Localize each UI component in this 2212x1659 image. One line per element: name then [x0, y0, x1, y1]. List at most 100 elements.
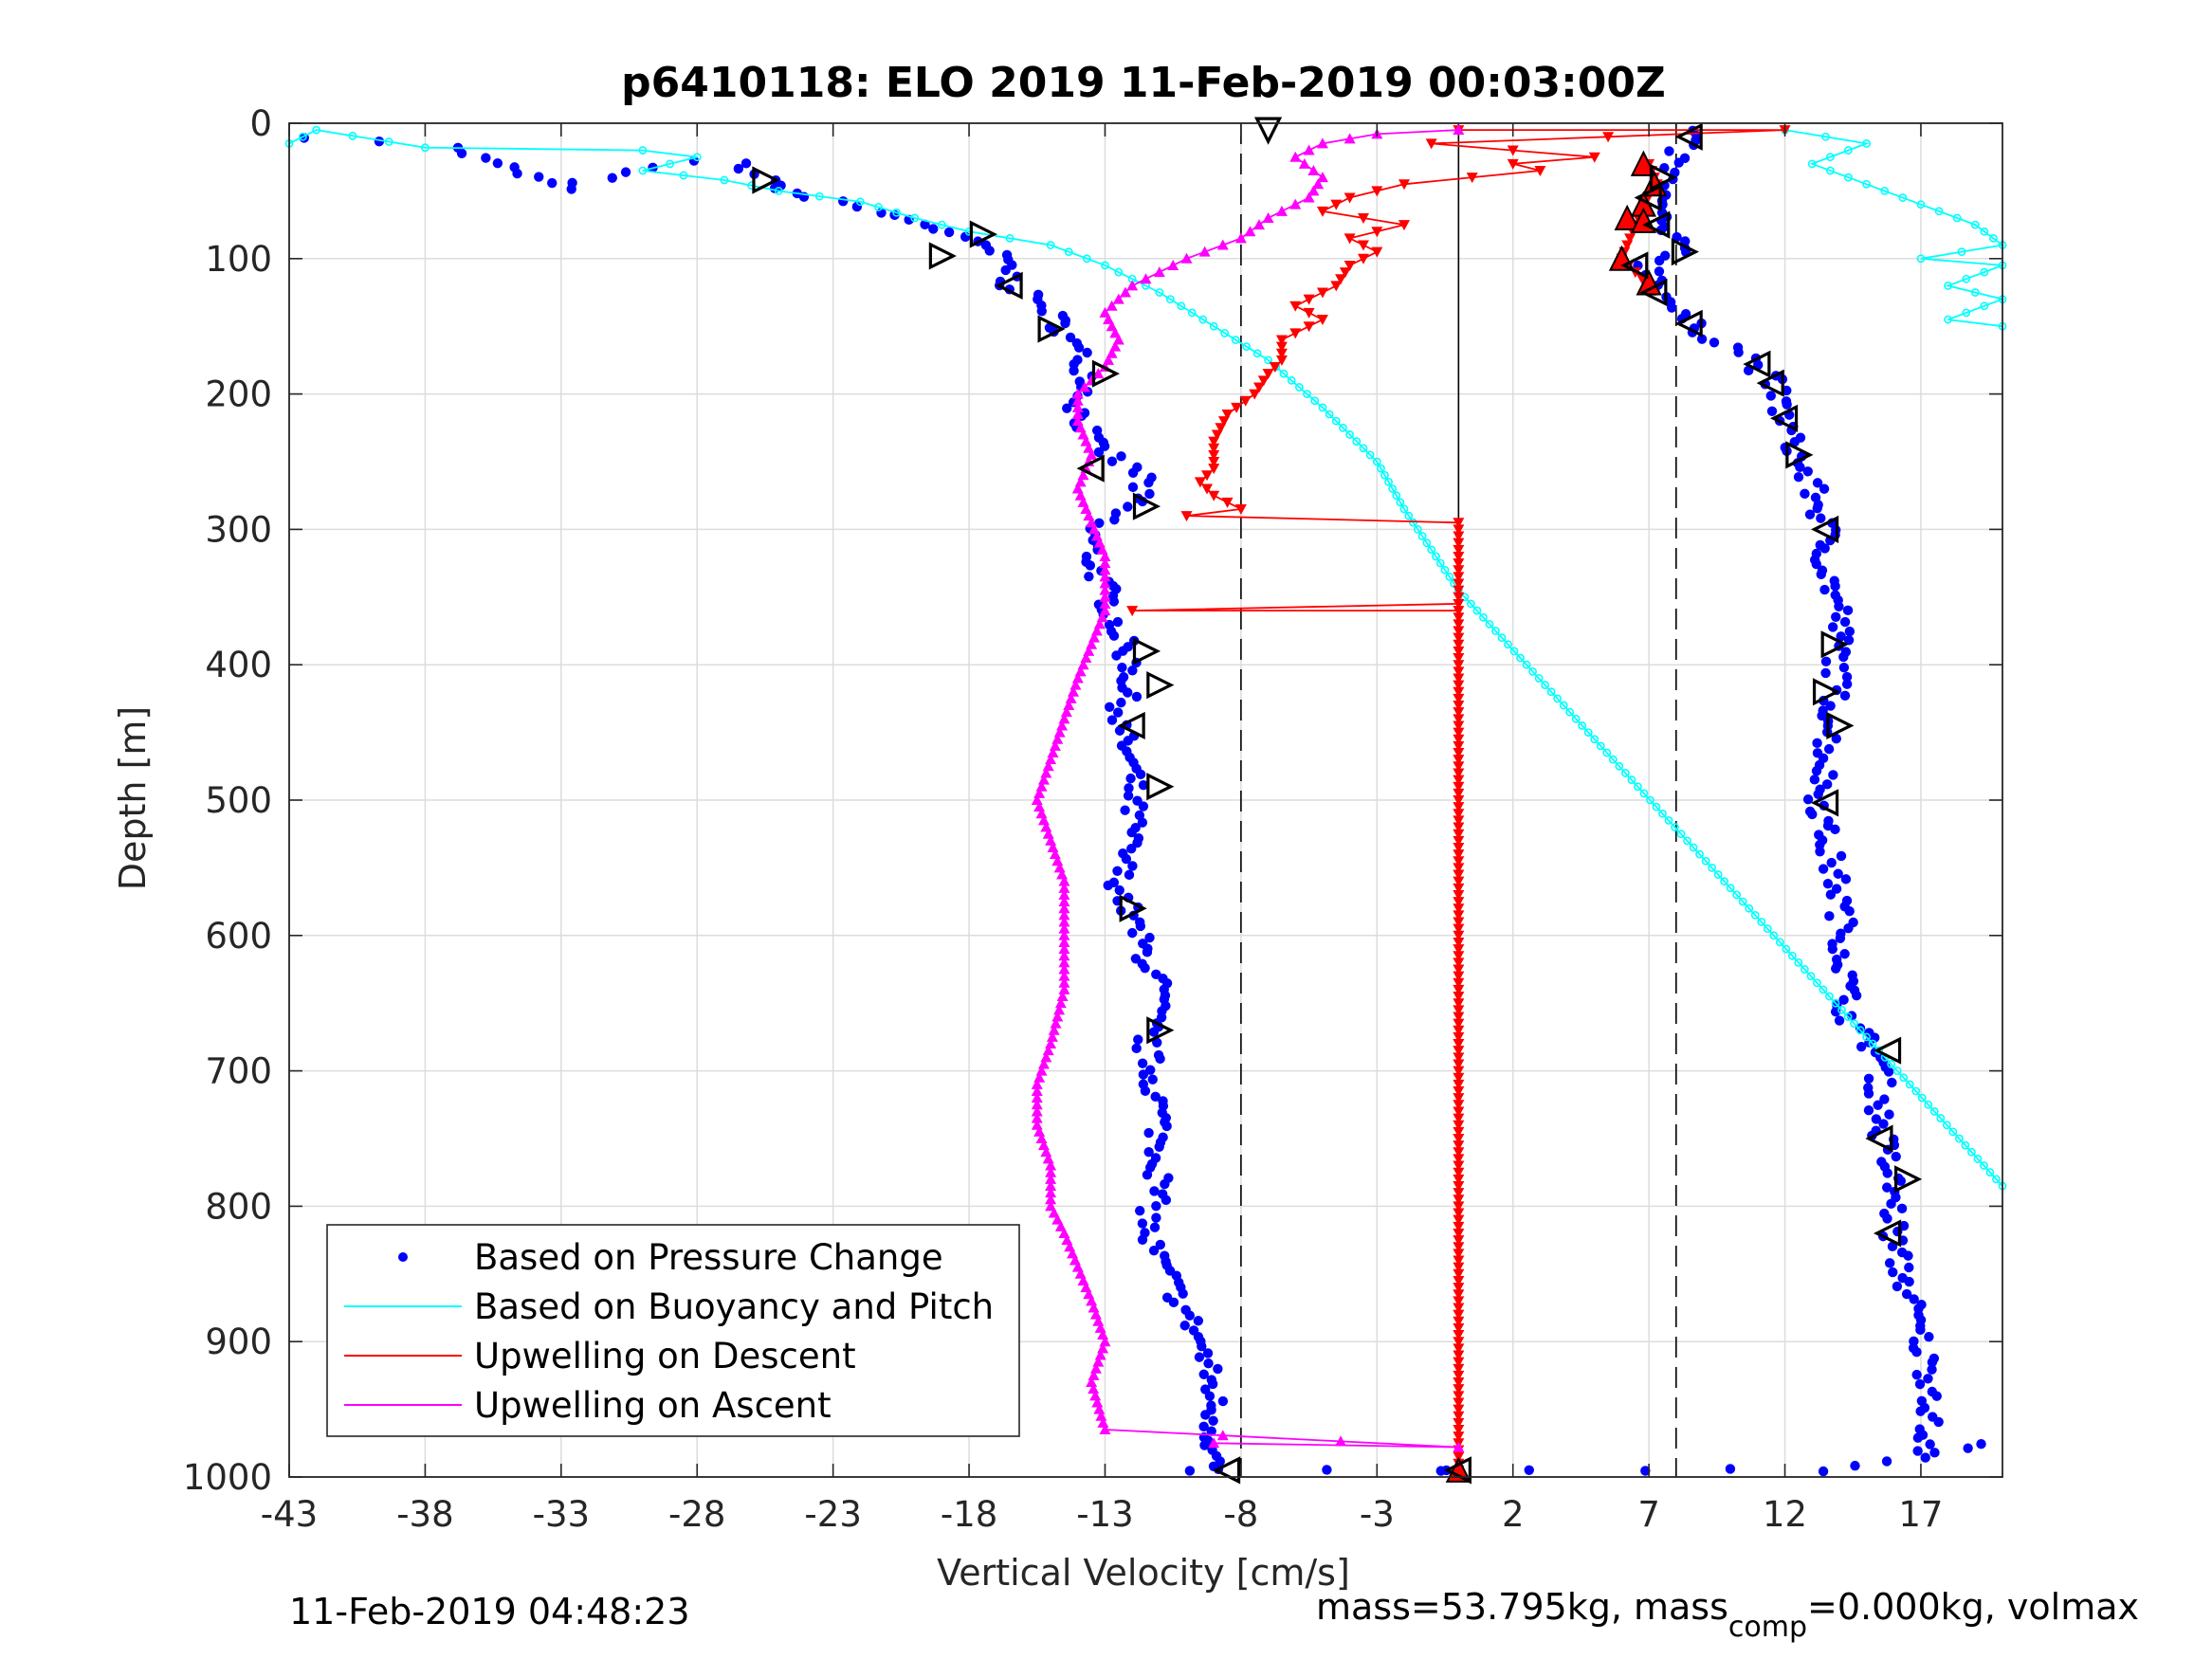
ascent-point	[1058, 943, 1070, 955]
ascent-point	[1065, 692, 1077, 703]
pressure-point	[1148, 1245, 1160, 1256]
descent-point	[1453, 992, 1465, 1003]
pressure-point	[1816, 569, 1826, 580]
ascent-point	[1051, 855, 1064, 866]
ascent-point	[1031, 1078, 1043, 1089]
buoyancy-point	[1961, 1140, 1970, 1150]
ascent-point	[1061, 1234, 1073, 1246]
descent-point	[1344, 260, 1356, 271]
buoyancy-point	[1466, 599, 1475, 609]
pressure-point	[1904, 1276, 1914, 1287]
pressure-point	[1112, 616, 1124, 628]
triangle-marker	[1091, 359, 1121, 388]
descent-point	[1453, 842, 1465, 853]
ascent-point	[1058, 875, 1070, 886]
ascent-point	[1097, 1342, 1109, 1354]
pressure-point	[1664, 146, 1674, 156]
x-tick-label: 7	[1637, 1494, 1660, 1535]
pressure-point	[920, 219, 930, 230]
pressure-point	[1155, 1053, 1165, 1065]
descent-point	[1357, 212, 1369, 224]
pressure-point	[1640, 1466, 1651, 1476]
pressure-point	[1793, 472, 1804, 483]
pressure-point	[1827, 943, 1837, 955]
ascent-point	[1086, 1295, 1098, 1306]
buoyancy-point	[1578, 721, 1587, 730]
buoyancy-point	[1980, 227, 1989, 236]
pressure-point	[1802, 793, 1814, 805]
pressure-point	[1322, 1465, 1332, 1475]
ascent-point	[1086, 517, 1098, 528]
descent-point	[1425, 138, 1437, 150]
x-tick-label: -28	[668, 1494, 725, 1535]
red-triangle-marker	[1614, 204, 1640, 230]
legend-entry: Upwelling on Descent	[474, 1336, 856, 1376]
x-tick-label: -43	[261, 1494, 318, 1535]
pressure-point	[1085, 560, 1096, 571]
pressure-point	[1766, 406, 1778, 416]
descent-point	[1466, 173, 1478, 184]
pressure-point	[1148, 1027, 1160, 1037]
ascent-point	[1099, 1424, 1111, 1435]
descent-point	[1453, 1289, 1465, 1301]
buoyancy-point	[1916, 200, 1926, 210]
descent-point	[1453, 1262, 1465, 1273]
pressure-point	[1206, 1426, 1216, 1436]
triangle-marker	[1132, 637, 1161, 665]
pressure-point	[1871, 1114, 1882, 1124]
descent-point	[1194, 477, 1206, 488]
triangle-marker	[1037, 315, 1066, 343]
legend-entry: Based on Buoyancy and Pitch	[474, 1286, 994, 1327]
buoyancy-point	[1583, 728, 1593, 737]
pressure-point	[1820, 656, 1832, 666]
ascent-point	[1275, 205, 1288, 216]
ascent-point	[1089, 1308, 1102, 1320]
ascent-point	[1048, 1207, 1060, 1218]
ascent-point	[1068, 685, 1080, 697]
ascent-point	[1089, 1390, 1102, 1401]
pressure-point	[1855, 1023, 1866, 1033]
triangle-marker	[1642, 210, 1671, 239]
buoyancy-point	[1064, 247, 1073, 257]
triangle-marker	[969, 220, 997, 248]
pressure-point	[620, 167, 631, 177]
descent-point	[1453, 964, 1465, 975]
mass-text: mass=53.795kg, mass	[1316, 1586, 1728, 1628]
buoyancy-point	[1318, 403, 1327, 412]
buoyancy-point	[720, 175, 729, 185]
pressure-point	[1060, 318, 1070, 329]
y-tick-label: 1000	[183, 1457, 272, 1498]
buoyancy-point	[1738, 897, 1747, 906]
descent-point	[1453, 1066, 1465, 1077]
y-tick-label: 900	[205, 1322, 272, 1362]
buoyancy-point	[1819, 985, 1828, 994]
pressure-point	[1843, 922, 1854, 934]
descent-point	[1208, 449, 1220, 461]
descent-point	[1453, 1303, 1465, 1314]
ascent-point	[1035, 808, 1048, 819]
ascent-point	[1042, 1153, 1054, 1164]
ascent-point	[1053, 1004, 1066, 1015]
ascent-point	[1093, 537, 1106, 548]
ascent-point	[1031, 1112, 1043, 1123]
series-layer	[284, 124, 2007, 1477]
ascent-point	[1031, 1092, 1043, 1103]
buoyancy-point	[1165, 295, 1175, 304]
ascent-point	[1069, 679, 1082, 690]
pressure-point	[1830, 581, 1840, 592]
descent-point	[1453, 1214, 1465, 1226]
descent-point	[1453, 1316, 1465, 1327]
buoyancy-point	[937, 220, 946, 229]
ascent-point	[1289, 198, 1302, 210]
ascent-point	[1058, 1227, 1070, 1238]
descent-point	[1453, 1370, 1465, 1381]
pressure-point	[1843, 635, 1855, 646]
pressure-point	[1103, 880, 1113, 891]
ascent-point	[1093, 618, 1106, 629]
buoyancy-point	[1787, 951, 1797, 960]
pressure-point	[1120, 805, 1130, 815]
ascent-point	[1103, 314, 1115, 325]
pressure-point	[607, 173, 617, 183]
descent-point	[1453, 1113, 1465, 1124]
descent-point	[1453, 781, 1465, 793]
